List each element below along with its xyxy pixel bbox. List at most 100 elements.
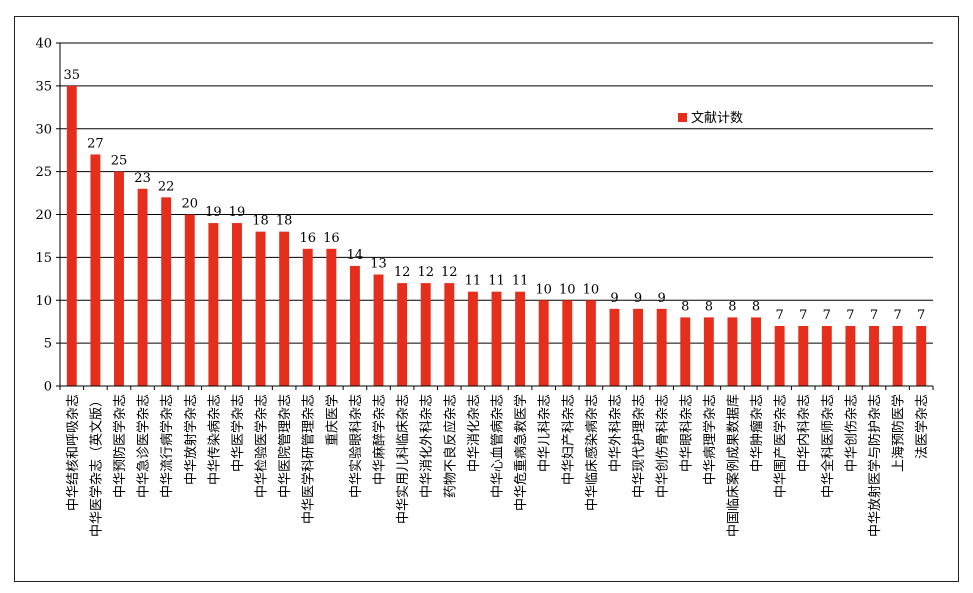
data-label: 10 <box>559 282 576 297</box>
bar <box>703 317 714 386</box>
data-label: 27 <box>87 136 104 151</box>
bar <box>515 291 526 386</box>
data-label: 9 <box>634 291 642 306</box>
data-label: 8 <box>681 299 689 314</box>
data-label: 7 <box>870 308 878 323</box>
data-label: 8 <box>705 299 713 314</box>
bar <box>562 300 573 386</box>
category-label: 中华全科医师杂志 <box>820 394 836 498</box>
category-label: 中华实用儿科临床杂志 <box>396 394 411 524</box>
data-label: 8 <box>752 299 760 314</box>
category-label: 中华内科杂志 <box>796 394 812 472</box>
category-label: 中华眼科杂志 <box>679 394 694 472</box>
category-label: 中华病理学杂志 <box>702 394 718 485</box>
category-label: 中华放射学杂志 <box>183 394 199 485</box>
data-label: 7 <box>799 308 807 323</box>
data-label: 12 <box>394 265 411 280</box>
bar <box>255 231 266 386</box>
y-tick-label: 5 <box>44 337 52 352</box>
bar <box>90 154 101 386</box>
category-label: 中华围产医学杂志 <box>773 394 789 498</box>
category-label: 中华医学杂志 <box>230 394 246 472</box>
y-tick-label: 10 <box>35 294 52 309</box>
category-label: 中华消化杂志 <box>467 394 482 472</box>
legend-swatch <box>678 113 687 122</box>
y-tick-label: 35 <box>35 79 52 94</box>
data-label: 14 <box>347 248 364 263</box>
y-tick-label: 40 <box>35 37 52 52</box>
category-label: 中华妇产科杂志 <box>560 394 576 485</box>
x-axis <box>59 385 934 390</box>
bar <box>373 274 384 386</box>
category-label: 中华消化外科杂志 <box>420 394 435 498</box>
y-axis: 0 5 10 15 20 25 30 35 40 <box>35 37 61 395</box>
bar <box>208 223 219 386</box>
bar <box>444 283 455 386</box>
data-label: 12 <box>417 265 434 280</box>
data-label: 16 <box>299 231 316 246</box>
bar <box>916 325 927 386</box>
gridlines <box>60 42 933 344</box>
category-labels: 中华结核和呼吸杂志 中华医学杂志（英文版） 中华预防医学杂志 中华急诊医学杂志 中华流行… <box>66 394 930 537</box>
data-label: 18 <box>276 214 293 229</box>
category-label: 上海预防医学 <box>891 394 907 472</box>
category-label: 中华临床感染病杂志 <box>584 394 600 511</box>
category-label: 中华传染病杂志 <box>207 394 222 485</box>
y-tick-label: 20 <box>35 208 52 223</box>
category-label: 中华肿瘤杂志 <box>749 394 765 472</box>
bar <box>869 325 879 386</box>
bar <box>467 291 478 386</box>
bar <box>751 317 761 386</box>
data-label: 9 <box>658 291 666 306</box>
data-label: 25 <box>111 154 128 169</box>
category-label: 中国临床案例成果数据库 <box>725 394 741 537</box>
data-label: 10 <box>535 282 552 297</box>
bar <box>821 325 832 386</box>
data-label: 11 <box>512 274 529 289</box>
bar <box>349 265 360 386</box>
data-label: 7 <box>917 308 925 323</box>
category-label: 中华心血管病杂志 <box>491 394 506 498</box>
y-tick-label: 15 <box>35 251 52 266</box>
bar <box>609 308 620 386</box>
data-label: 20 <box>181 197 198 212</box>
data-label: 13 <box>370 257 387 272</box>
category-label: 中华医学科研管理杂志 <box>301 394 317 524</box>
legend-label: 文献计数 <box>691 111 743 126</box>
bar <box>680 317 691 386</box>
category-label: 中华预防医学杂志 <box>112 394 128 498</box>
bar <box>184 214 195 386</box>
bar <box>114 171 124 386</box>
category-label: 中华麻醉学杂志 <box>372 394 388 485</box>
data-label: 7 <box>846 308 854 323</box>
data-label: 10 <box>583 282 600 297</box>
data-label: 22 <box>158 179 175 194</box>
category-label: 中华医学杂志（英文版） <box>88 394 104 537</box>
bar <box>420 283 431 386</box>
data-label: 7 <box>893 308 901 323</box>
bar <box>232 223 242 386</box>
data-label: 7 <box>775 308 783 323</box>
bar <box>845 325 856 386</box>
y-tick-label: 0 <box>44 380 52 395</box>
category-label: 中华实验眼科杂志 <box>348 394 364 498</box>
category-label: 法医学杂志 <box>914 394 930 459</box>
category-label: 中华医院管理杂志 <box>278 394 293 498</box>
bar <box>798 325 809 386</box>
data-label: 7 <box>823 308 831 323</box>
data-label: 9 <box>610 291 618 306</box>
category-label: 重庆医学 <box>324 394 340 446</box>
category-label: 药物不良反应杂志 <box>442 394 458 498</box>
data-label: 8 <box>728 299 736 314</box>
bar <box>633 308 644 386</box>
bar <box>137 188 148 386</box>
bar <box>302 248 313 386</box>
category-label: 中华结核和呼吸杂志 <box>66 394 81 511</box>
data-label: 16 <box>323 231 340 246</box>
category-label: 中华外科杂志 <box>608 394 623 472</box>
category-label: 中华创伤骨科杂志 <box>656 394 671 498</box>
data-label: 18 <box>252 214 269 229</box>
y-tick-label: 30 <box>35 122 52 137</box>
chart-frame <box>14 16 959 582</box>
data-label: 11 <box>488 274 505 289</box>
